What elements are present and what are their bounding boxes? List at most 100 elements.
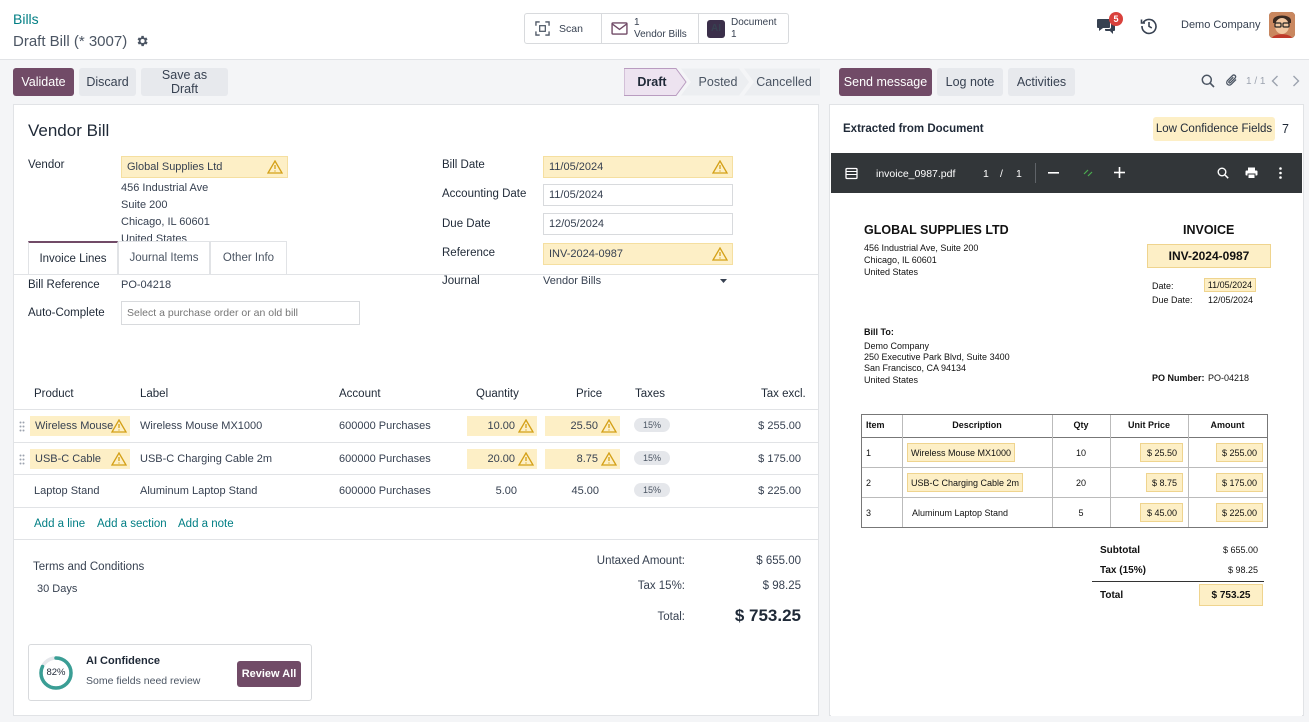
label-cell[interactable]: Wireless Mouse MX1000 xyxy=(140,420,263,432)
drag-handle-icon[interactable] xyxy=(19,454,25,465)
add-line-link[interactable]: Add a line xyxy=(34,518,86,530)
due-date-field[interactable]: 12/05/2024 xyxy=(543,213,733,235)
vendor-field[interactable]: Global Supplies Ltd xyxy=(121,156,288,178)
discard-button[interactable]: Discard xyxy=(79,68,136,96)
accounting-date-field[interactable]: 11/05/2024 xyxy=(543,184,733,206)
chevron-left-icon[interactable] xyxy=(1271,75,1279,87)
bill-date-field[interactable]: 11/05/2024 xyxy=(543,156,733,178)
label-cell[interactable]: Aluminum Laptop Stand xyxy=(140,485,258,497)
account-cell[interactable]: 600000 Purchases xyxy=(339,453,431,465)
avatar[interactable] xyxy=(1269,12,1295,38)
warning-icon xyxy=(601,452,617,466)
account-cell[interactable]: 600000 Purchases xyxy=(339,485,431,497)
label-cell[interactable]: USB-C Charging Cable 2m xyxy=(140,453,273,465)
price-cell[interactable]: 25.50 xyxy=(545,416,620,436)
warning-icon xyxy=(111,419,127,433)
pdf-bill-to-4: United States xyxy=(864,375,919,385)
status-draft[interactable]: Draft xyxy=(637,75,667,89)
pdf-item-qty: 5 xyxy=(1078,508,1084,518)
activities-button[interactable]: Activities xyxy=(1008,68,1075,96)
send-message-button[interactable]: Send message xyxy=(839,68,932,96)
fit-page-icon[interactable] xyxy=(1083,168,1093,178)
tax-label: Tax 15%: xyxy=(637,580,685,592)
pdf-search-icon[interactable] xyxy=(1217,167,1229,179)
quantity-cell[interactable]: 10.00 xyxy=(467,416,537,436)
drag-handle-icon[interactable] xyxy=(19,421,25,432)
account-cell[interactable]: 600000 Purchases xyxy=(339,420,431,432)
pdf-item-qty: 20 xyxy=(1075,478,1086,488)
table-row[interactable] xyxy=(13,410,819,443)
pdf-page-number[interactable]: 1 xyxy=(983,168,989,180)
review-all-button[interactable]: Review All xyxy=(237,661,301,687)
table-row[interactable] xyxy=(13,443,819,475)
add-section-link[interactable]: Add a section xyxy=(97,518,167,530)
envelope-icon xyxy=(611,22,628,35)
low-confidence-badge[interactable]: Low Confidence Fields xyxy=(1153,117,1275,141)
pdf-date-label: Date: xyxy=(1152,281,1174,291)
chevron-right-icon[interactable] xyxy=(1292,75,1300,87)
price-cell[interactable]: 8.75 xyxy=(545,449,620,469)
add-note-link[interactable]: Add a note xyxy=(178,518,234,530)
product-value: Wireless Mouse xyxy=(35,420,114,432)
auto-complete-input[interactable] xyxy=(121,301,360,325)
tax-badge[interactable]: 15% xyxy=(634,483,671,497)
pdf-col-unit-price: Unit Price xyxy=(1127,420,1170,430)
bill-reference-value[interactable]: PO-04218 xyxy=(121,279,172,291)
pdf-invoice-title: INVOICE xyxy=(1183,223,1235,237)
vendor-label: Vendor xyxy=(28,159,65,171)
product-cell[interactable]: Laptop Stand xyxy=(34,485,100,497)
more-vertical-icon[interactable] xyxy=(1279,167,1282,179)
pdf-col-description: Description xyxy=(952,420,1002,430)
status-posted[interactable]: Posted xyxy=(698,75,738,89)
scan-button[interactable]: Scan xyxy=(524,13,602,44)
price-cell[interactable]: 45.00 xyxy=(571,485,599,497)
vendor-bill-form xyxy=(13,104,819,716)
vendor-bills-smart-button[interactable]: 1 Vendor Bills xyxy=(601,13,699,44)
tab-other-info[interactable]: Other Info xyxy=(210,241,287,274)
confidence-percent: 82% xyxy=(46,667,66,678)
low-confidence-count: 7 xyxy=(1282,122,1289,136)
breadcrumb-bills[interactable]: Bills xyxy=(13,11,39,27)
pdf-bill-to-3: San Francisco, CA 94134 xyxy=(864,363,967,373)
company-switcher[interactable]: Demo Company xyxy=(1181,19,1261,31)
validate-button[interactable]: Validate xyxy=(13,68,74,96)
quantity-cell[interactable]: 5.00 xyxy=(495,485,517,497)
product-cell[interactable]: USB-C Cable xyxy=(30,449,130,469)
sidebar-toggle-icon[interactable] xyxy=(845,167,858,180)
ai-badge-icon: AI xyxy=(707,19,725,38)
zoom-in-icon[interactable] xyxy=(1114,167,1125,178)
document-smart-button[interactable]: AI Document 1 xyxy=(698,13,789,44)
product-cell[interactable]: Wireless Mouse xyxy=(30,416,130,436)
search-icon[interactable] xyxy=(1201,74,1215,88)
quantity-cell[interactable]: 20.00 xyxy=(467,449,537,469)
warning-icon xyxy=(712,247,728,261)
paperclip-icon[interactable] xyxy=(1225,73,1239,88)
tax-badge[interactable]: 15% xyxy=(634,451,671,465)
ai-confidence-title: AI Confidence xyxy=(86,655,160,667)
save-as-draft-button[interactable]: Save as Draft xyxy=(141,68,228,96)
terms-label: Terms and Conditions xyxy=(33,561,145,573)
pdf-company-address-3: United States xyxy=(864,267,919,277)
table-row[interactable] xyxy=(13,475,819,508)
reference-field[interactable]: INV-2024-0987 xyxy=(543,243,733,265)
chat-icon[interactable] xyxy=(1096,17,1116,35)
status-cancelled[interactable]: Cancelled xyxy=(756,75,812,89)
pdf-date: 11/05/2024 xyxy=(1204,278,1256,292)
gear-icon[interactable] xyxy=(135,34,149,48)
terms-value[interactable]: 30 Days xyxy=(37,583,78,595)
pdf-company-address-2: Chicago, IL 60601 xyxy=(864,255,937,265)
warning-icon xyxy=(267,160,283,174)
bill-reference-label: Bill Reference xyxy=(28,279,100,291)
column-price: Price xyxy=(576,388,603,400)
journal-select[interactable]: Vendor Bills xyxy=(543,271,733,291)
pdf-bill-to-1: Demo Company xyxy=(864,341,930,351)
bill-date-label: Bill Date xyxy=(442,159,485,171)
log-note-button[interactable]: Log note xyxy=(937,68,1003,96)
tab-journal-items[interactable]: Journal Items xyxy=(118,241,210,274)
zoom-out-icon[interactable] xyxy=(1048,172,1059,174)
subtotal-cell: $ 255.00 xyxy=(758,420,801,432)
tab-invoice-lines[interactable]: Invoice Lines xyxy=(28,241,118,274)
tax-badge[interactable]: 15% xyxy=(634,418,671,432)
history-icon[interactable] xyxy=(1140,17,1158,35)
print-icon[interactable] xyxy=(1245,167,1258,179)
